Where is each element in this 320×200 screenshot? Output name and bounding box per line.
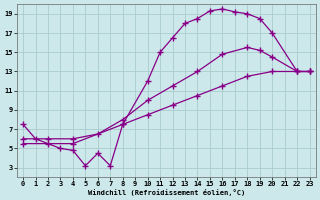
X-axis label: Windchill (Refroidissement éolien,°C): Windchill (Refroidissement éolien,°C) <box>88 189 245 196</box>
